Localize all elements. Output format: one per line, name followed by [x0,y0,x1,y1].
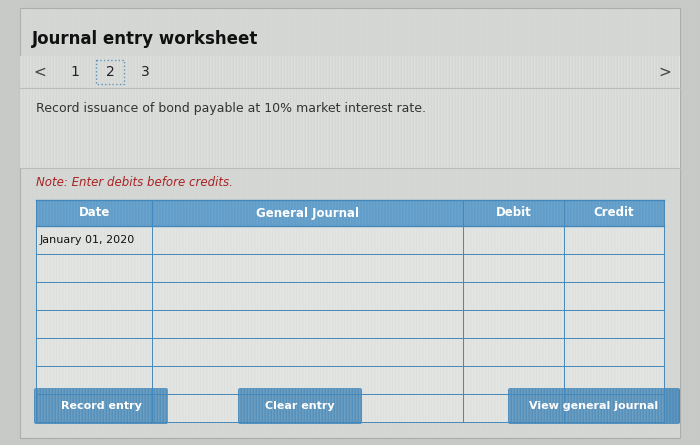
Bar [36,394,664,422]
Text: Note: Enter debits before credits.: Note: Enter debits before credits. [36,176,233,189]
Bar [36,200,664,226]
Text: 3: 3 [141,65,149,79]
Text: Record entry: Record entry [61,401,141,411]
FancyBboxPatch shape [508,388,680,424]
Text: Record issuance of bond payable at 10% market interest rate.: Record issuance of bond payable at 10% m… [36,102,426,115]
Bar [36,366,664,394]
Bar [20,56,680,88]
Text: Clear entry: Clear entry [265,401,335,411]
Text: 2: 2 [106,65,114,79]
Text: Credit: Credit [594,206,634,219]
Bar [36,226,664,254]
Bar [96,60,124,84]
Text: Journal entry worksheet: Journal entry worksheet [32,30,258,48]
Text: View general journal: View general journal [529,401,659,411]
Text: <: < [34,65,46,80]
Bar [36,310,664,338]
Text: 1: 1 [71,65,79,79]
Text: Debit: Debit [496,206,531,219]
Text: Date: Date [78,206,110,219]
Text: General Journal: General Journal [256,206,359,219]
Bar [36,254,664,282]
FancyBboxPatch shape [34,388,168,424]
Bar [20,88,680,168]
FancyBboxPatch shape [238,388,362,424]
Text: January 01, 2020: January 01, 2020 [40,235,135,245]
Bar [36,282,664,310]
Text: >: > [659,65,671,80]
Bar [36,338,664,366]
